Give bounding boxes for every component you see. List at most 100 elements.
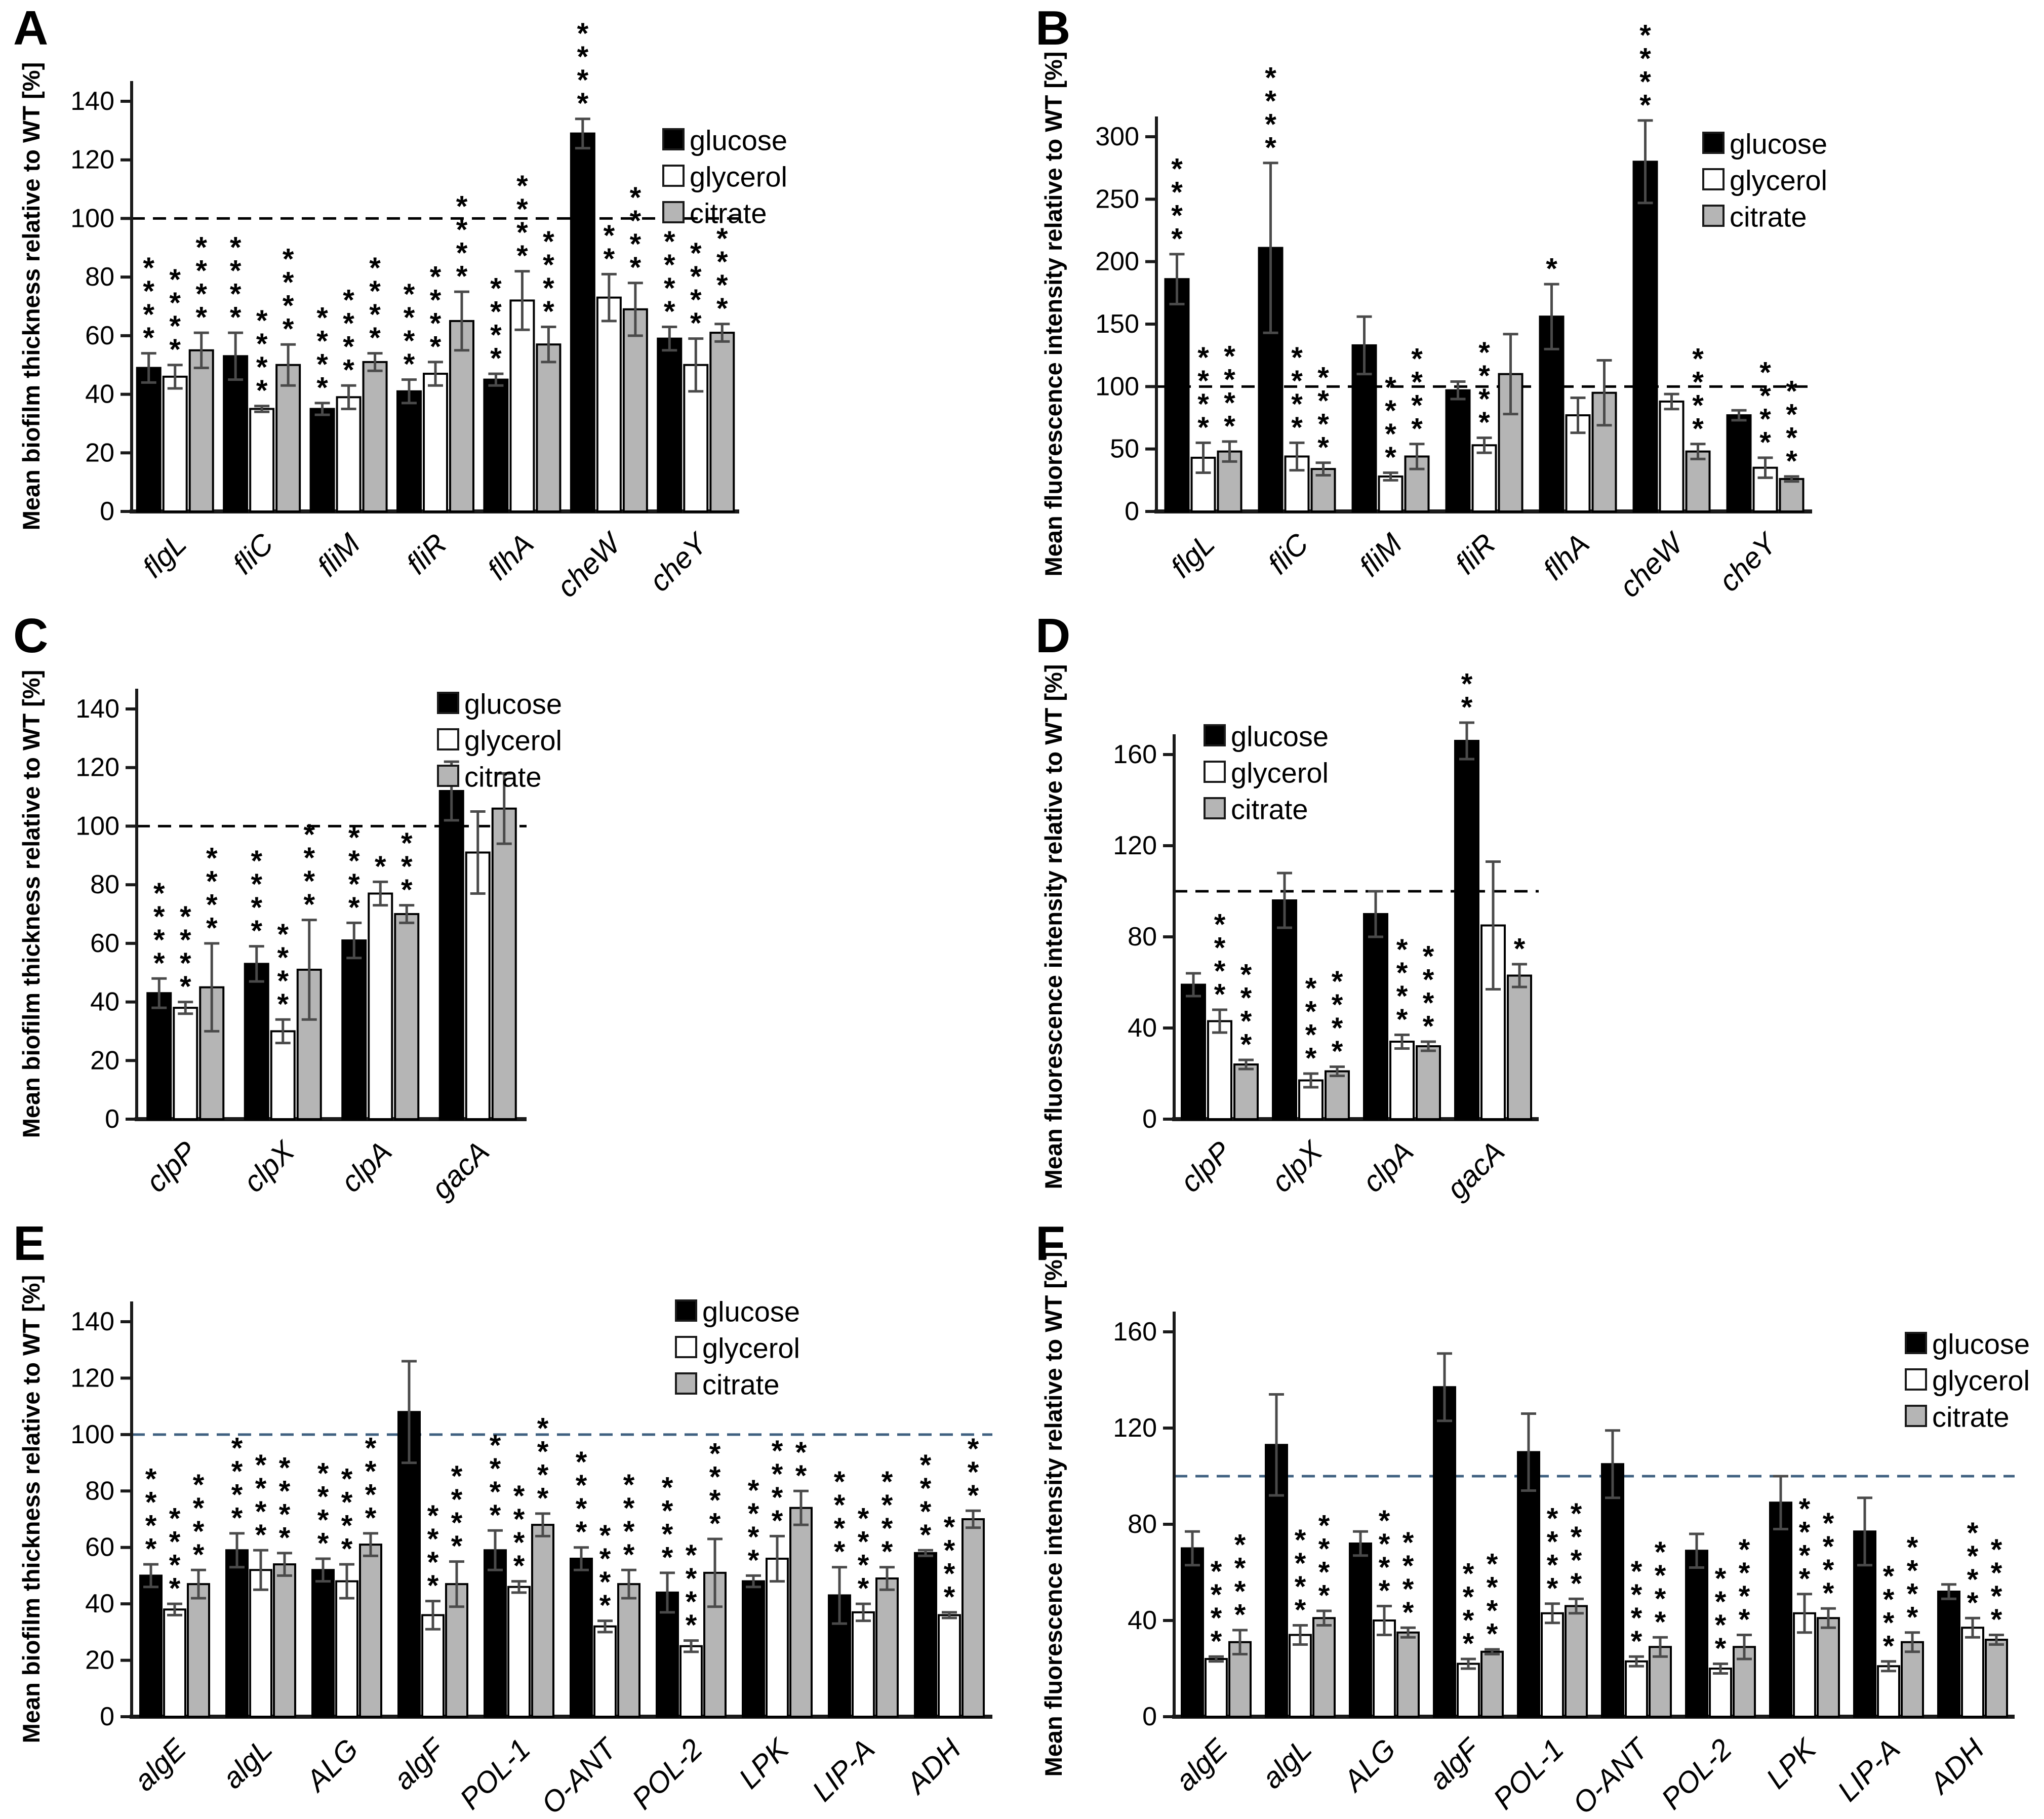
panel-a: A 0 20 40 60 80 100 120 140 Mean biofilm thickne… bbox=[0, 0, 1022, 608]
sig-star-clpX-glycerol: * bbox=[1305, 1019, 1317, 1052]
bar-algF-glycerol bbox=[421, 1614, 445, 1718]
sig-star-cheY-glycerol: * bbox=[1759, 379, 1771, 412]
sig-star-clpX-glycerol: * bbox=[277, 918, 289, 951]
legend-item-citrate: citrate bbox=[1702, 201, 1807, 233]
sig-star-LPK-glucose: * bbox=[748, 1544, 759, 1577]
sig-star-algF-citrate: * bbox=[1487, 1618, 1498, 1651]
sig-star-POL-2-glycerol: * bbox=[686, 1562, 697, 1595]
bar-clpP-glucose bbox=[1181, 983, 1206, 1120]
sig-star-flgL-glycerol: * bbox=[1197, 411, 1209, 444]
error-bars bbox=[151, 760, 512, 1045]
sig-star-ALG-glucose: * bbox=[317, 1457, 329, 1490]
x-tick-label-POL-1: POL-1 bbox=[1487, 1732, 1571, 1816]
bar-gacA-citrate bbox=[1507, 974, 1532, 1120]
x-tick-label-algE: algE bbox=[1169, 1732, 1234, 1797]
legend-item-citrate: citrate bbox=[1905, 1401, 2010, 1433]
sig-star-cheY-citrate: * bbox=[716, 292, 728, 325]
sig-star-clpA-citrate: * bbox=[401, 850, 413, 883]
sig-star-flgL-glucose: * bbox=[1171, 222, 1183, 255]
sig-star-fliR-citrate: * bbox=[456, 237, 468, 270]
y-tick-label: 80 bbox=[90, 870, 119, 899]
sig-star-fliM-citrate: * bbox=[369, 298, 381, 331]
sig-star-flgL-glucose: * bbox=[143, 275, 154, 308]
bar-fliC-glycerol bbox=[249, 408, 275, 512]
legend-label-citrate: citrate bbox=[464, 761, 542, 793]
sig-star-POL-2-glucose: * bbox=[662, 1541, 673, 1574]
y-axis-title: Mean fluorescence intensity relative to … bbox=[1040, 1252, 1067, 1777]
x-tick-label-fliR: fliR bbox=[400, 527, 453, 580]
sig-star-clpP-citrate: * bbox=[1240, 982, 1252, 1015]
sig-star-fliM-glycerol: * bbox=[343, 307, 354, 340]
bar-LPK-citrate bbox=[1817, 1617, 1840, 1718]
sig-star-clpX-citrate: * bbox=[303, 865, 315, 898]
sig-star-cheW-glucose: * bbox=[577, 17, 589, 50]
sig-star-ADH-glycerol: * bbox=[1967, 1587, 1979, 1619]
legend-swatch-citrate bbox=[437, 765, 459, 787]
sig-star-POL-1-glucose: * bbox=[490, 1499, 501, 1532]
sig-star-clpX-citrate: * bbox=[1332, 1035, 1343, 1068]
bar-fliR-glucose bbox=[1445, 389, 1471, 512]
sig-star-POL-1-glycerol: * bbox=[513, 1526, 525, 1559]
legend-swatch-glycerol bbox=[437, 728, 459, 750]
y-tick-label: 150 bbox=[1095, 309, 1139, 339]
sig-star-ADH-glycerol: * bbox=[1967, 1563, 1979, 1596]
sig-star-POL-1-glycerol: * bbox=[1547, 1525, 1558, 1558]
axes: 0 40 80 120 160 bbox=[1113, 1312, 2015, 1731]
sig-star-clpA-citrate: * bbox=[1423, 1010, 1434, 1043]
y-tick-label: 40 bbox=[1128, 1013, 1157, 1043]
x-tick-label-flgL: flgL bbox=[1165, 527, 1221, 584]
sig-star-clpX-glycerol: * bbox=[1305, 996, 1317, 1029]
panel-a-label: A bbox=[13, 1, 49, 55]
sig-star-clpX-glucose: * bbox=[251, 845, 262, 878]
sig-star-ADH-glycerol: * bbox=[944, 1534, 955, 1567]
sig-star-ALG-glycerol: * bbox=[341, 1486, 353, 1519]
error-bars bbox=[141, 117, 730, 416]
bar-fliR-glycerol bbox=[1471, 444, 1497, 512]
sig-star-cheW-citrate: * bbox=[1692, 412, 1704, 445]
bar-O-ANT-citrate bbox=[617, 1583, 640, 1718]
sig-star-POL-1-glucose: * bbox=[490, 1429, 501, 1462]
sig-star-LPK-glycerol: * bbox=[1799, 1516, 1811, 1549]
sig-star-ADH-glycerol: * bbox=[944, 1580, 955, 1613]
sig-star-LIP-A-glucose: * bbox=[834, 1535, 846, 1568]
panel-b-label: B bbox=[1035, 1, 1071, 55]
sig-star-algF-glycerol: * bbox=[427, 1523, 439, 1556]
bar-clpP-citrate bbox=[1233, 1063, 1259, 1120]
x-tick-label-algF: algF bbox=[1422, 1731, 1487, 1796]
sig-star-algL-citrate: * bbox=[279, 1498, 291, 1531]
legend-label-citrate: citrate bbox=[1730, 201, 1807, 233]
sig-star-algE-glycerol: * bbox=[169, 1549, 181, 1582]
sig-star-flgL-glucose: * bbox=[143, 252, 154, 285]
bars bbox=[1181, 1386, 2008, 1718]
sig-star-clpX-citrate: * bbox=[1332, 988, 1343, 1021]
sig-star-LPK-glycerol: * bbox=[1799, 1539, 1811, 1572]
sig-star-flhA-citrate: * bbox=[543, 249, 554, 282]
sig-star-O-ANT-citrate: * bbox=[623, 1538, 635, 1571]
sig-star-cheY-glucose: * bbox=[664, 225, 675, 258]
bar-ALG-citrate bbox=[1396, 1631, 1420, 1718]
sig-star-cheY-glucose: * bbox=[664, 249, 675, 282]
bar-cheW-citrate bbox=[1685, 450, 1711, 512]
sig-star-fliR-glycerol: * bbox=[1478, 406, 1490, 439]
sig-star-clpA-citrate: * bbox=[401, 874, 413, 906]
legend-swatch-glycerol bbox=[1702, 168, 1725, 190]
sig-star-cheY-glycerol: * bbox=[1759, 403, 1771, 436]
sig-star-clpA-glucose: * bbox=[348, 891, 360, 924]
sig-star-clpX-glycerol: * bbox=[277, 988, 289, 1021]
sig-star-fliC-glucose: * bbox=[230, 231, 242, 264]
sig-star-cheY-glycerol: * bbox=[1759, 356, 1771, 389]
sig-star-algE-glycerol: * bbox=[1211, 1555, 1222, 1588]
bar-clpP-glycerol bbox=[1207, 1020, 1232, 1120]
legend-swatch-citrate bbox=[662, 201, 685, 223]
sig-star-flhA-glycerol: * bbox=[516, 170, 528, 203]
sig-star-ADH-citrate: * bbox=[1991, 1603, 2002, 1636]
panel-c: C 0 20 40 60 80 100 120 140 Mean biofilm thickne… bbox=[0, 608, 1022, 1215]
sig-star-POL-1-glycerol: * bbox=[513, 1550, 525, 1583]
sig-star-fliM-glucose: * bbox=[316, 371, 328, 404]
sig-star-flgL-citrate: * bbox=[1224, 363, 1235, 396]
sig-star-cheW-glucose: * bbox=[577, 64, 589, 97]
x-tick-label-fliR: fliR bbox=[1449, 527, 1502, 580]
legend-item-glucose: glucose bbox=[437, 688, 562, 720]
sig-star-POL-2-glycerol: * bbox=[1715, 1562, 1727, 1595]
x-tick-label-clpA: clpA bbox=[1356, 1135, 1420, 1199]
